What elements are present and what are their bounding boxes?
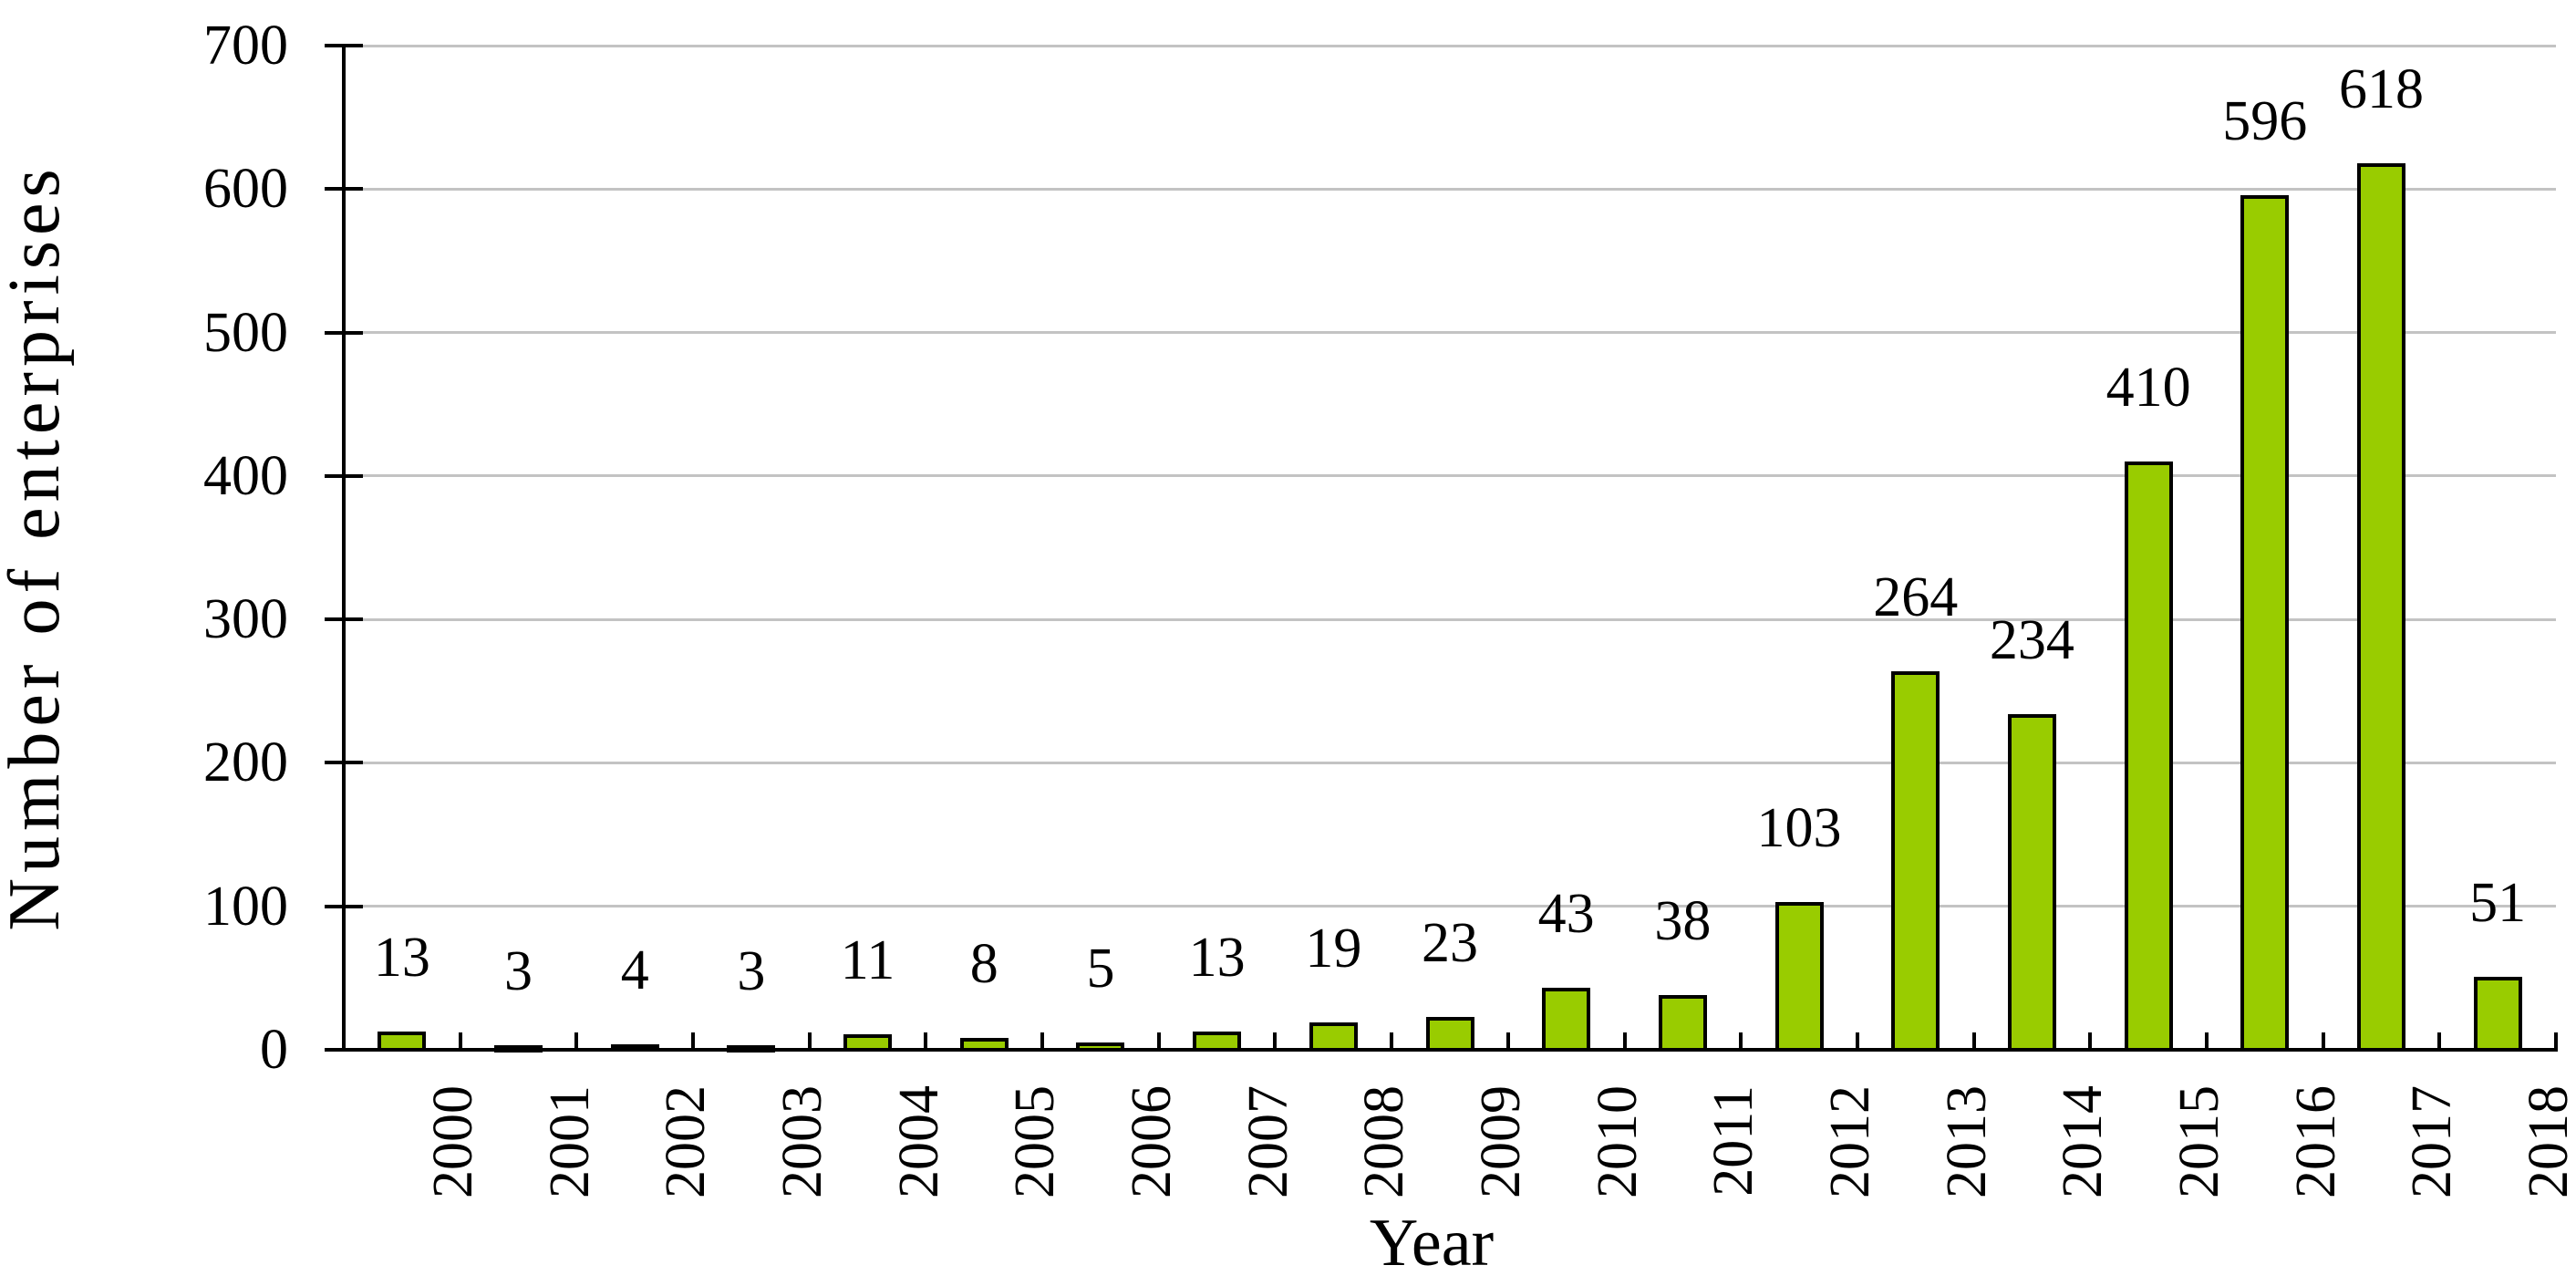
y-axis-tick: [325, 473, 363, 478]
bar-value-label: 38: [1654, 890, 1712, 953]
x-axis-tick: [807, 1032, 812, 1048]
x-axis-tick: [574, 1032, 579, 1048]
bar-value-label: 3: [504, 940, 533, 1003]
gridline: [344, 187, 2556, 191]
bar-2018: [2473, 976, 2522, 1052]
x-axis-tick: [458, 1032, 462, 1048]
bar-value-label: 11: [840, 928, 895, 991]
x-axis-tick: [1622, 1032, 1627, 1048]
bar-2014: [2007, 713, 2056, 1052]
y-axis-tick: [325, 904, 363, 908]
x-tick-label: 2018: [2518, 1085, 2576, 1198]
x-tick-label: 2008: [1353, 1085, 1416, 1198]
bar-value-label: 618: [2338, 57, 2424, 120]
bar-value-label: 51: [2469, 871, 2527, 934]
x-tick-label: 2009: [1470, 1085, 1532, 1198]
bar-2015: [2124, 462, 2173, 1052]
x-tick-label: 2010: [1586, 1085, 1649, 1198]
bar-2010: [1542, 988, 1591, 1052]
y-tick-label: 0: [260, 1019, 288, 1081]
gridline: [344, 617, 2556, 621]
x-axis-tick: [1273, 1032, 1278, 1048]
x-tick-label: 2017: [2401, 1085, 2464, 1198]
x-axis-tick: [1739, 1032, 1743, 1048]
bar-value-label: 264: [1873, 565, 1959, 628]
bar-2013: [1891, 670, 1940, 1052]
x-axis-tick: [2554, 1032, 2558, 1048]
y-axis-tick: [325, 187, 363, 192]
y-tick-label: 600: [203, 158, 288, 221]
y-tick-label: 400: [203, 444, 288, 507]
x-axis-tick: [2437, 1032, 2442, 1048]
x-axis-tick: [691, 1032, 696, 1048]
bar-value-label: 234: [1989, 608, 2074, 671]
bar-2009: [1425, 1016, 1474, 1052]
x-axis-line: [325, 1048, 2558, 1052]
bar-value-label: 43: [1537, 883, 1595, 946]
bar-value-label: 410: [2105, 357, 2191, 420]
y-axis-tick: [325, 617, 363, 622]
x-axis-title: Year: [1369, 1206, 1495, 1281]
x-tick-label: 2011: [1702, 1085, 1765, 1197]
gridline: [344, 905, 2556, 908]
bar-2011: [1658, 995, 1707, 1052]
y-tick-label: 100: [203, 875, 288, 938]
bar-2016: [2240, 194, 2290, 1052]
x-axis-tick: [2088, 1032, 2093, 1048]
y-axis-tick: [325, 761, 363, 765]
y-tick-label: 500: [203, 301, 288, 364]
gridline: [344, 474, 2556, 478]
x-axis-tick: [1040, 1032, 1045, 1048]
bar-value-label: 3: [737, 940, 766, 1003]
x-tick-label: 2003: [771, 1085, 833, 1198]
x-tick-label: 2000: [421, 1085, 484, 1198]
x-tick-label: 2004: [887, 1085, 950, 1198]
x-axis-tick: [2204, 1032, 2209, 1048]
x-axis-tick: [1855, 1032, 1859, 1048]
gridline: [344, 761, 2556, 764]
bar-value-label: 4: [620, 939, 649, 1001]
bar-value-label: 8: [969, 933, 998, 996]
x-axis-tick: [1971, 1032, 1976, 1048]
x-axis-tick: [924, 1032, 928, 1048]
y-axis-tick: [325, 330, 363, 335]
bar-value-label: 23: [1422, 911, 1478, 974]
x-axis-tick: [1156, 1032, 1161, 1048]
x-tick-label: 2014: [2052, 1085, 2115, 1198]
bar-value-label: 5: [1086, 938, 1115, 1001]
x-axis-tick: [2321, 1032, 2325, 1048]
bar-2017: [2356, 162, 2405, 1052]
x-tick-label: 2015: [2168, 1085, 2231, 1198]
y-tick-label: 200: [203, 731, 288, 794]
x-axis-tick: [1390, 1032, 1394, 1048]
x-tick-label: 2012: [1819, 1085, 1882, 1198]
y-tick-label: 300: [203, 588, 288, 651]
gridline: [344, 331, 2556, 335]
x-tick-label: 2013: [1935, 1085, 1998, 1198]
bar-value-label: 103: [1756, 796, 1842, 859]
x-tick-label: 2007: [1236, 1085, 1299, 1198]
gridline: [344, 44, 2556, 47]
x-tick-label: 2002: [655, 1085, 718, 1198]
x-tick-label: 2016: [2284, 1085, 2347, 1198]
x-axis-tick: [342, 1032, 346, 1048]
bar-value-label: 13: [1188, 926, 1246, 989]
y-axis-line: [342, 44, 346, 1052]
bar-value-label: 13: [373, 926, 430, 989]
x-axis-tick: [1505, 1032, 1510, 1048]
bar-value-label: 596: [2222, 89, 2308, 152]
x-tick-label: 2006: [1120, 1085, 1183, 1198]
bar-2012: [1774, 901, 1824, 1052]
x-tick-label: 2001: [538, 1085, 601, 1198]
x-tick-label: 2005: [1004, 1085, 1067, 1198]
y-axis-tick: [325, 44, 363, 47]
bar-value-label: 19: [1305, 918, 1362, 980]
y-tick-label: 700: [203, 15, 288, 77]
